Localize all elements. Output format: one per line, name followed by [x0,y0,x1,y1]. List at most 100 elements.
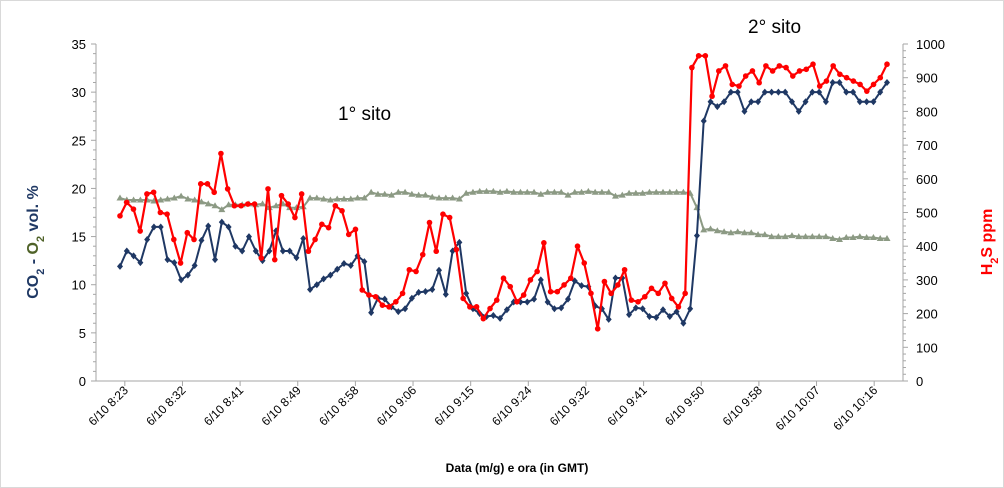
series-1-point [829,234,837,241]
x-axis-title: Data (m/g) e ora (in GMT) [446,461,589,475]
series-0-point [266,247,273,255]
series-2-point [837,71,843,78]
series-1-point [394,188,402,195]
series-0-point [809,88,816,96]
series-2-point [857,81,863,88]
series-2-point [130,206,137,212]
series-1-point [421,191,429,198]
series-1-point [177,192,185,199]
series-2-point [171,236,177,243]
left-tick-label: 0 [79,374,86,389]
series-0-point [408,294,415,302]
series-0-point [395,308,402,316]
series-2-point [763,63,769,69]
series-2-point [527,277,534,283]
series-2-point [641,293,648,300]
series-1-point [571,188,579,195]
series-2-point [729,81,736,88]
series-2-point [157,209,164,216]
series-2-point [332,202,339,209]
series-1-point [218,206,226,213]
series-2-point [224,186,231,192]
annotation-site-1: 1° sito [338,104,391,125]
series-0-point [205,222,212,230]
series-0-point [245,233,252,241]
x-tick-label: 6/10 8:41 [201,383,247,429]
series-2-point [123,199,130,206]
series-1-point [598,188,606,195]
series-1-point [584,187,592,194]
series-1-point [469,188,477,195]
series-1-point [754,231,762,238]
series-2-point [184,229,191,236]
series-1-point [381,190,389,197]
series-1-point [611,192,619,199]
series-0 [117,79,890,327]
series-1-line [119,190,887,241]
series-2-point [325,224,332,231]
series-1-point [578,188,586,195]
series-0-point [768,88,775,96]
series-1-point [747,229,755,236]
series-1-point [740,229,748,236]
series-2-point [339,208,345,214]
series-0-point [503,306,510,314]
series-0-point [300,234,307,242]
series-1-point [333,195,341,202]
series-1-point [340,195,348,202]
series-1-point [530,188,538,195]
right-tick-label: 400 [916,239,938,254]
series-1-point [272,202,280,209]
series-0-point [632,304,639,312]
left-tick-label: 35 [72,37,86,52]
series-1-point [550,188,558,195]
series-0-point [870,98,877,106]
series-1-point [883,234,891,241]
series-2-point [480,315,487,322]
series-1-point [679,188,687,195]
right-tick-label: 1000 [916,37,945,52]
series-0-point [463,289,470,297]
series-2-point [191,236,197,243]
series-2-point [446,214,453,221]
left-title-subscript: 2 [35,269,47,275]
series-0-point [490,312,497,320]
series-2-point [298,191,305,197]
series-0-point [884,79,890,87]
series-2-point [635,299,641,305]
series-2-point [864,88,870,94]
series-0-point [368,309,375,317]
series-0-point [327,271,334,279]
series-0-point [639,305,646,313]
series-2-point [265,186,271,192]
series-0-point [144,235,151,243]
series-0-point [198,236,205,244]
series-1-point [367,188,375,195]
x-tick-label: 6/10 8:32 [143,383,189,429]
series-2-point [601,278,608,285]
series-1-point [347,195,355,202]
series-1-point [795,233,803,240]
series-0-point [544,298,551,306]
series-0-point [524,298,531,306]
series-0-point [836,79,843,87]
series-1-point [673,188,681,195]
right-tick-label: 600 [916,172,938,187]
series-0-point [795,107,802,115]
left-title-part: CO [25,275,42,299]
series-2-point [197,181,204,187]
series-0-point [225,223,232,231]
series-1-point [496,188,504,195]
series-2-point [615,282,621,288]
series-1-point [564,191,572,198]
series-0-point [660,306,667,314]
series-1-point [591,188,599,195]
series-2-point [742,73,749,79]
series-0-point [340,260,347,268]
series-2-point [803,66,810,73]
series-1-point [170,194,178,201]
series-1-point [354,194,362,201]
x-tick-label: 6/10 9:50 [662,383,708,429]
series-0-point [551,305,558,313]
